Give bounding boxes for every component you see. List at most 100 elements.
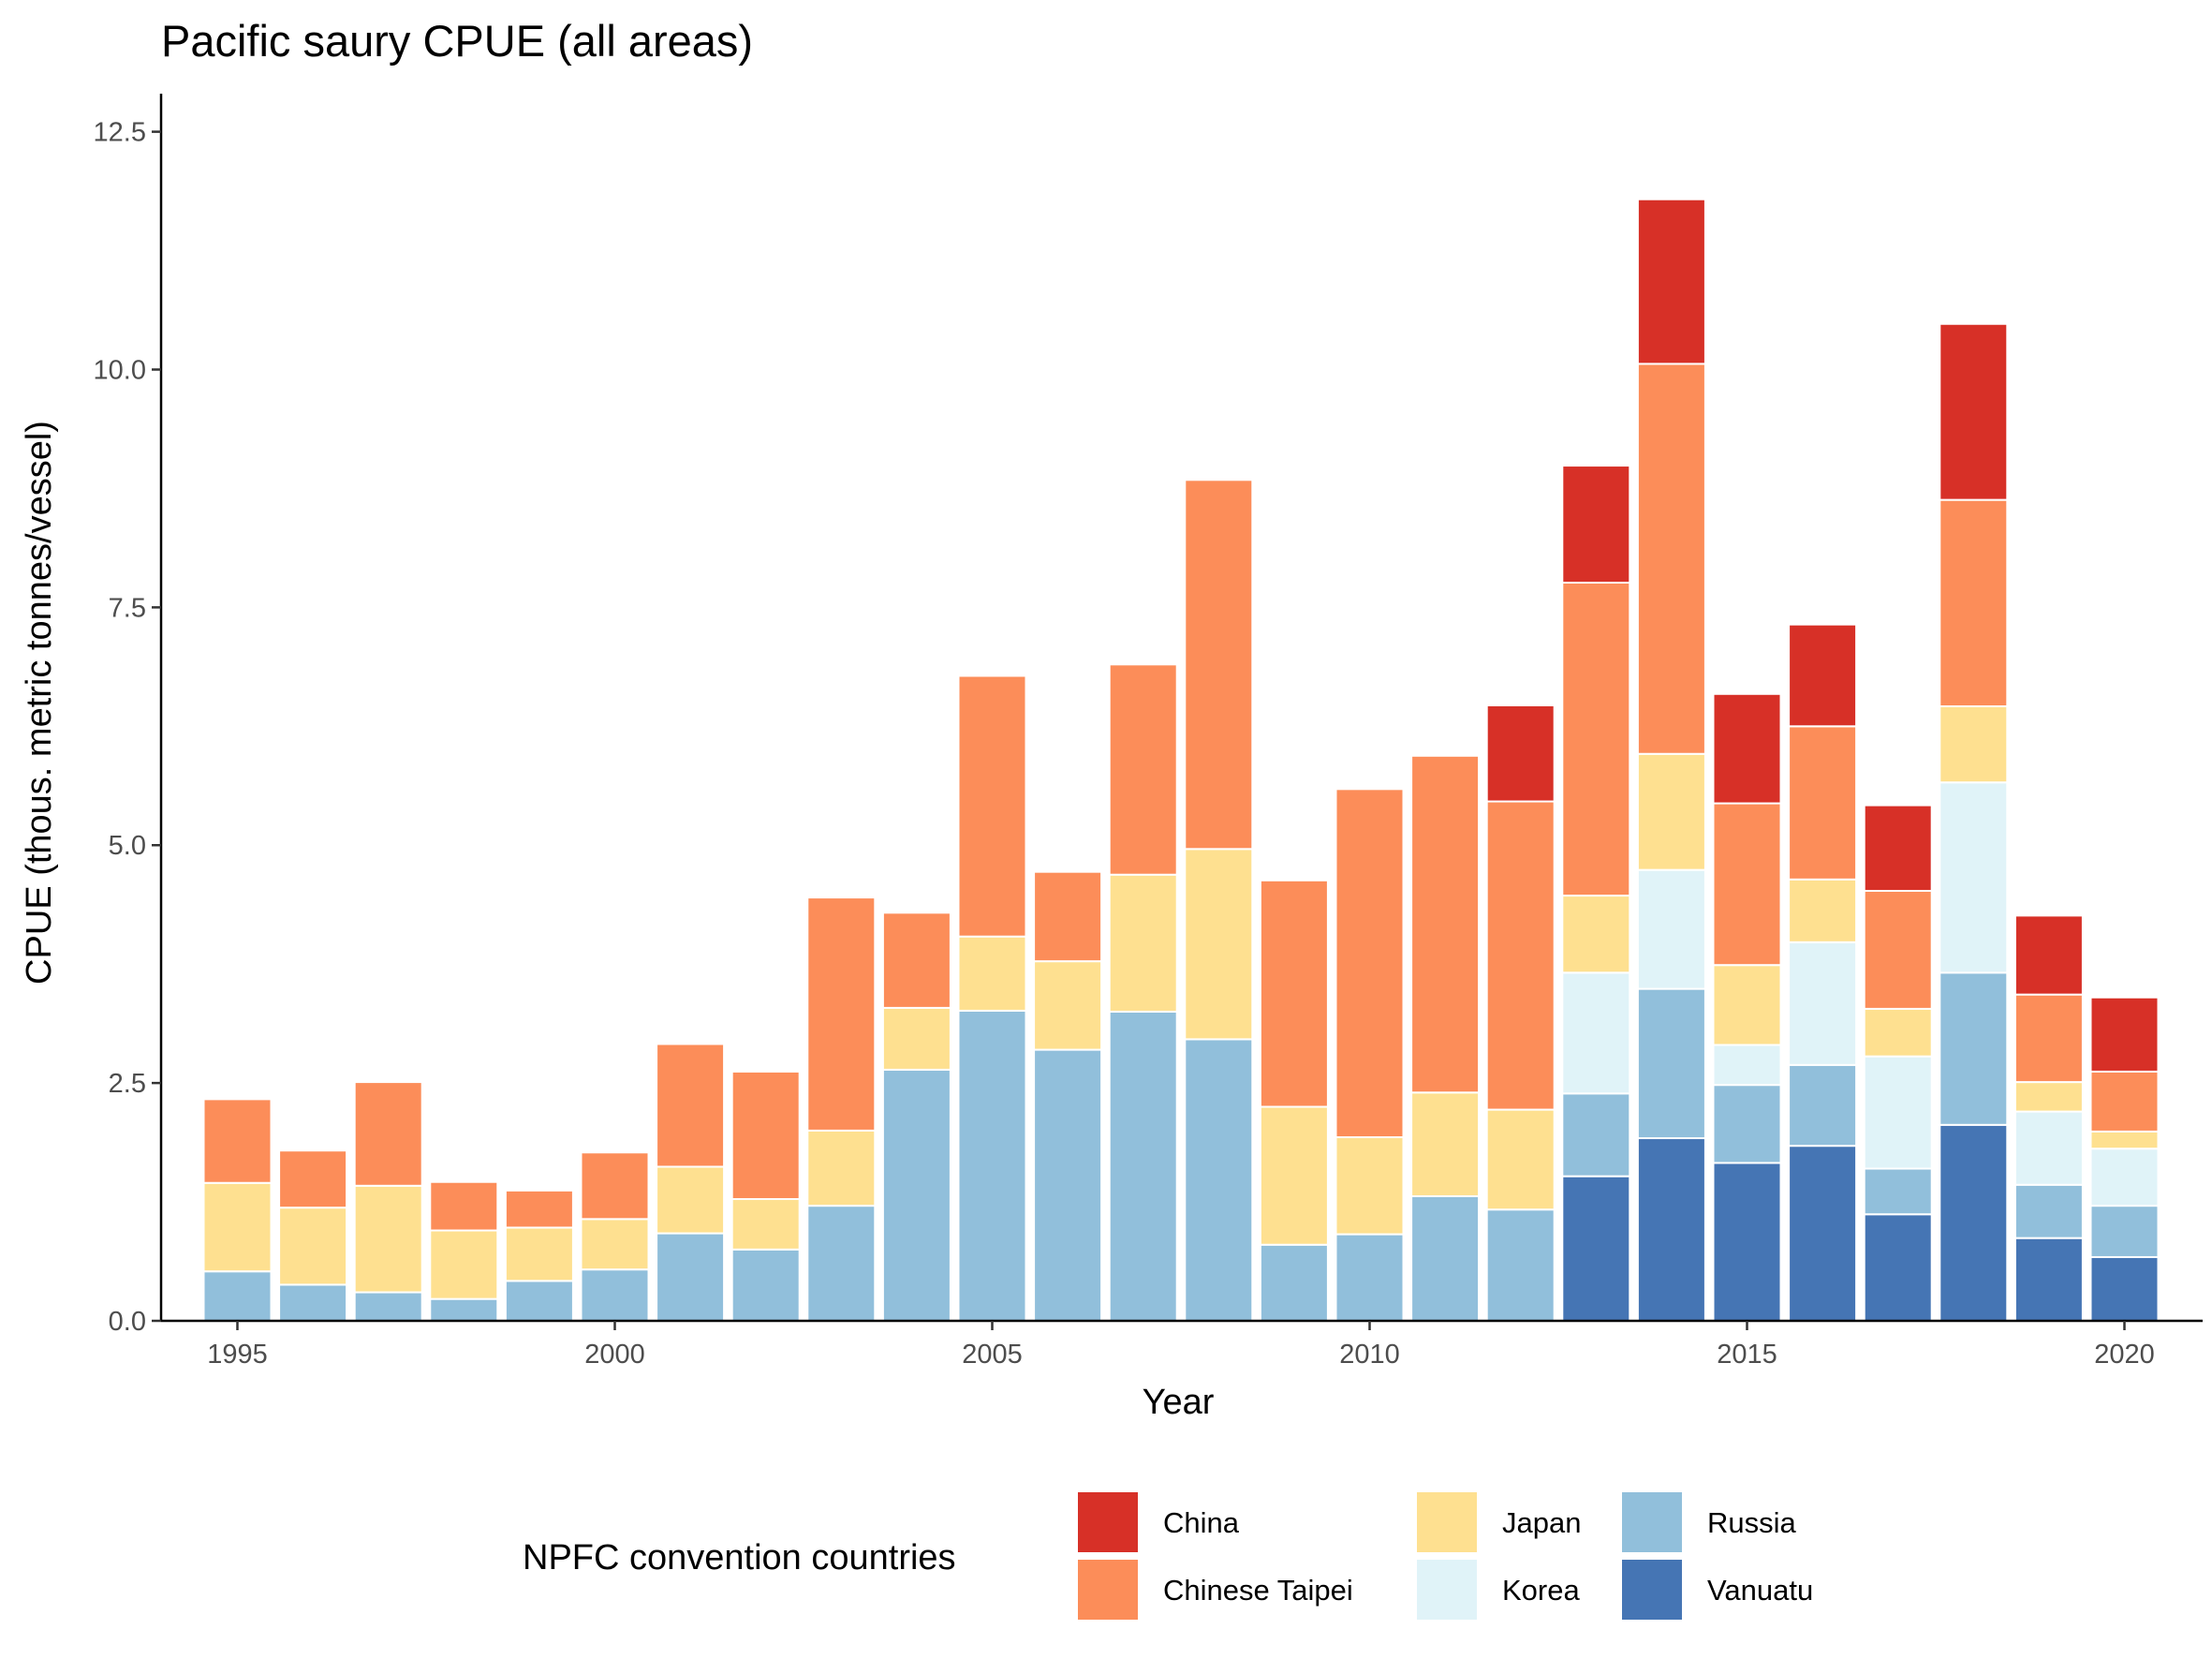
- bar-russia-2015: [1712, 1084, 1782, 1164]
- bar-russia-2013: [1561, 1092, 1631, 1178]
- bar-korea-2014: [1636, 868, 1706, 990]
- bar-japan-2012: [1485, 1108, 1556, 1211]
- bar-russia-2007: [1108, 1010, 1178, 1322]
- bar-chinese-taipei-2003: [806, 896, 877, 1132]
- legend-swatch-vanuatu: [1620, 1558, 1684, 1622]
- bar-russia-2003: [806, 1205, 877, 1322]
- bar-japan-1998: [429, 1229, 499, 1300]
- bar-chinese-taipei-2007: [1108, 663, 1178, 876]
- bar-japan-2013: [1561, 895, 1631, 974]
- bar-russia-1997: [353, 1291, 423, 1323]
- bars-layer: [202, 198, 2160, 1323]
- bar-russia-2016: [1788, 1063, 1858, 1148]
- bar-chinese-taipei-2020: [2089, 1070, 2160, 1133]
- bar-russia-2000: [580, 1268, 650, 1323]
- y-tick-label: 5.0: [109, 831, 146, 861]
- bar-russia-2020: [2089, 1205, 2160, 1258]
- bar-vanuatu-2020: [2089, 1255, 2160, 1322]
- bar-japan-2017: [1863, 1007, 1933, 1058]
- x-tick-label: 2010: [1339, 1340, 1400, 1370]
- bar-russia-2011: [1410, 1194, 1481, 1322]
- legend-label-japan: Japan: [1502, 1506, 1581, 1539]
- y-tick-label: 2.5: [109, 1069, 146, 1099]
- bar-china-2020: [2089, 996, 2160, 1073]
- bar-russia-1999: [504, 1280, 574, 1323]
- bar-korea-2017: [1863, 1055, 1933, 1170]
- legend-items: China Chinese Taipei Japan Korea Russia Vanua…: [1076, 1490, 1813, 1622]
- bar-chinese-taipei-2018: [1939, 498, 2009, 707]
- bar-japan-2009: [1259, 1105, 1329, 1246]
- bar-japan-2019: [2013, 1081, 2084, 1113]
- legend-swatch-china: [1076, 1490, 1140, 1554]
- bar-china-2018: [1939, 322, 2009, 501]
- bar-chinese-taipei-2015: [1712, 802, 1782, 967]
- chart-title: Pacific saury CPUE (all areas): [161, 16, 753, 66]
- bar-japan-1999: [504, 1226, 574, 1282]
- bar-russia-2012: [1485, 1208, 1556, 1322]
- bar-china-2013: [1561, 465, 1631, 584]
- bar-chinese-taipei-1999: [504, 1189, 574, 1229]
- bar-vanuatu-2017: [1863, 1213, 1933, 1322]
- bar-chinese-taipei-2013: [1561, 581, 1631, 897]
- bar-russia-1996: [278, 1283, 348, 1323]
- legend-label-chinese-taipei: Chinese Taipei: [1163, 1574, 1353, 1607]
- bar-vanuatu-2013: [1561, 1175, 1631, 1323]
- legend-swatch-chinese-taipei: [1076, 1558, 1140, 1622]
- legend-swatch-korea: [1415, 1558, 1479, 1622]
- bar-japan-2008: [1184, 848, 1254, 1041]
- bar-chinese-taipei-2011: [1410, 754, 1481, 1094]
- y-tick-label: 0.0: [109, 1307, 146, 1337]
- bar-japan-2003: [806, 1129, 877, 1207]
- bar-vanuatu-2016: [1788, 1145, 1858, 1323]
- bar-japan-2006: [1033, 960, 1103, 1051]
- bar-vanuatu-2019: [2013, 1237, 2084, 1322]
- legend-label-korea: Korea: [1502, 1574, 1580, 1607]
- x-tick-label: 1995: [207, 1340, 268, 1370]
- bar-vanuatu-2014: [1636, 1137, 1706, 1323]
- bar-china-2014: [1636, 198, 1706, 365]
- x-axis-title: Year: [1143, 1383, 1215, 1422]
- bar-chinese-taipei-2005: [957, 674, 1027, 938]
- bar-japan-2014: [1636, 752, 1706, 871]
- bar-japan-1996: [278, 1207, 348, 1286]
- bar-russia-2019: [2013, 1183, 2084, 1239]
- y-tick-label: 10.0: [94, 355, 146, 385]
- bar-russia-2014: [1636, 987, 1706, 1140]
- bar-china-2015: [1712, 692, 1782, 805]
- bar-russia-2010: [1335, 1233, 1405, 1322]
- bar-china-2012: [1485, 704, 1556, 803]
- legend-label-russia: Russia: [1707, 1506, 1797, 1539]
- bar-japan-2010: [1335, 1136, 1405, 1236]
- bar-chinese-taipei-2016: [1788, 725, 1858, 881]
- bar-russia-2004: [881, 1068, 951, 1322]
- bar-japan-2002: [730, 1198, 801, 1251]
- bar-chinese-taipei-2000: [580, 1151, 650, 1221]
- y-axis-title: CPUE (thous. metric tonnes/vessel): [20, 421, 59, 985]
- bar-japan-2020: [2089, 1130, 2160, 1150]
- legend-swatch-japan: [1415, 1490, 1479, 1554]
- x-axis: 1995 2000 2005 2010 2015 2020: [161, 1319, 2203, 1370]
- bar-chinese-taipei-2004: [881, 911, 951, 1009]
- legend-label-vanuatu: Vanuatu: [1707, 1574, 1813, 1607]
- bar-japan-1997: [353, 1184, 423, 1294]
- bar-japan-1995: [202, 1181, 273, 1273]
- bar-korea-2018: [1939, 781, 2009, 974]
- bar-chinese-taipei-2017: [1863, 889, 1933, 1010]
- bar-japan-2007: [1108, 873, 1178, 1013]
- legend: NPFC convention countries China Chinese T…: [523, 1490, 1813, 1622]
- bar-japan-2005: [957, 935, 1027, 1012]
- bar-chinese-taipei-2008: [1184, 479, 1254, 851]
- bar-vanuatu-2018: [1939, 1123, 2009, 1322]
- bar-chinese-taipei-1998: [429, 1180, 499, 1232]
- bar-chinese-taipei-2012: [1485, 800, 1556, 1111]
- bar-chinese-taipei-2006: [1033, 870, 1103, 963]
- legend-label-china: China: [1163, 1506, 1240, 1539]
- bar-chinese-taipei-1995: [202, 1098, 273, 1184]
- bar-korea-2015: [1712, 1044, 1782, 1087]
- bar-russia-2008: [1184, 1038, 1254, 1323]
- bar-japan-2011: [1410, 1091, 1481, 1197]
- bar-vanuatu-2015: [1712, 1162, 1782, 1323]
- bar-japan-2016: [1788, 878, 1858, 943]
